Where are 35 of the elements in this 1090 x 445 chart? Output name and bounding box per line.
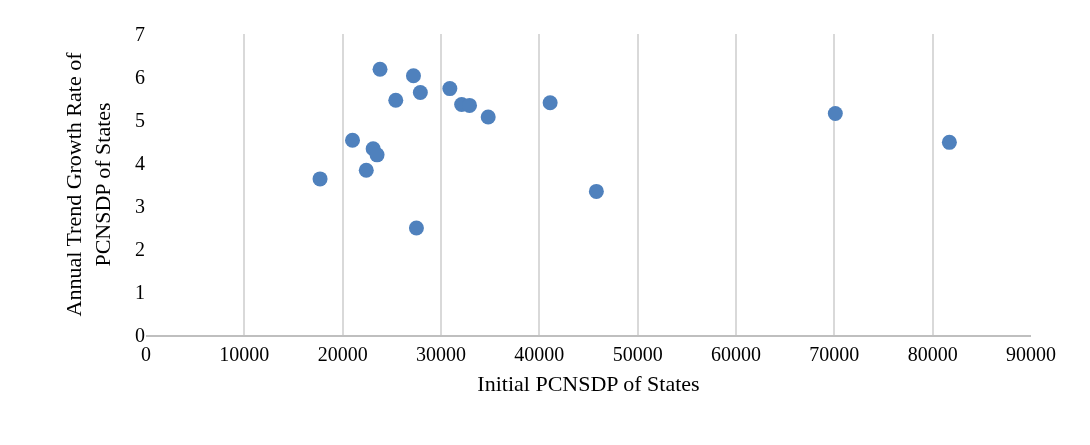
x-axis-title: Initial PCNSDP of States (477, 371, 700, 397)
point (358, 162, 374, 178)
x-tick-label: 80000 (907, 343, 958, 365)
x-tick-label: 30000 (416, 343, 466, 365)
point (941, 134, 957, 150)
x-tick-label: 10000 (219, 343, 270, 365)
point (312, 171, 328, 187)
y-tick-label: 2 (135, 238, 145, 260)
x-tick-label: 50000 (612, 343, 663, 365)
x-tick-label: 70000 (809, 343, 860, 365)
point (369, 147, 385, 163)
y-tick-label: 5 (135, 109, 145, 131)
x-tick-label: 90000 (1006, 343, 1056, 365)
point (827, 106, 843, 122)
point (372, 61, 388, 77)
y-axis-title: Annual Trend Growth Rate of PCNSDP of States (61, 51, 115, 317)
y-tick-label: 4 (135, 152, 145, 174)
y-tick-label: 6 (135, 66, 145, 88)
point (345, 132, 360, 148)
point (442, 81, 458, 97)
y-tick-label: 7 (135, 23, 145, 45)
x-tick-label: 20000 (317, 343, 368, 365)
x-tick-label: 40000 (514, 343, 565, 365)
x-tick-label: 60000 (711, 343, 761, 365)
point (405, 68, 421, 84)
point (388, 92, 404, 108)
point (408, 220, 424, 236)
y-tick-label: 1 (135, 281, 145, 303)
point (412, 84, 428, 100)
point (542, 95, 558, 111)
point (588, 183, 604, 199)
y-tick-label: 3 (135, 195, 145, 217)
point (480, 109, 496, 125)
y-tick-label: 0 (135, 324, 145, 346)
point (462, 97, 478, 113)
